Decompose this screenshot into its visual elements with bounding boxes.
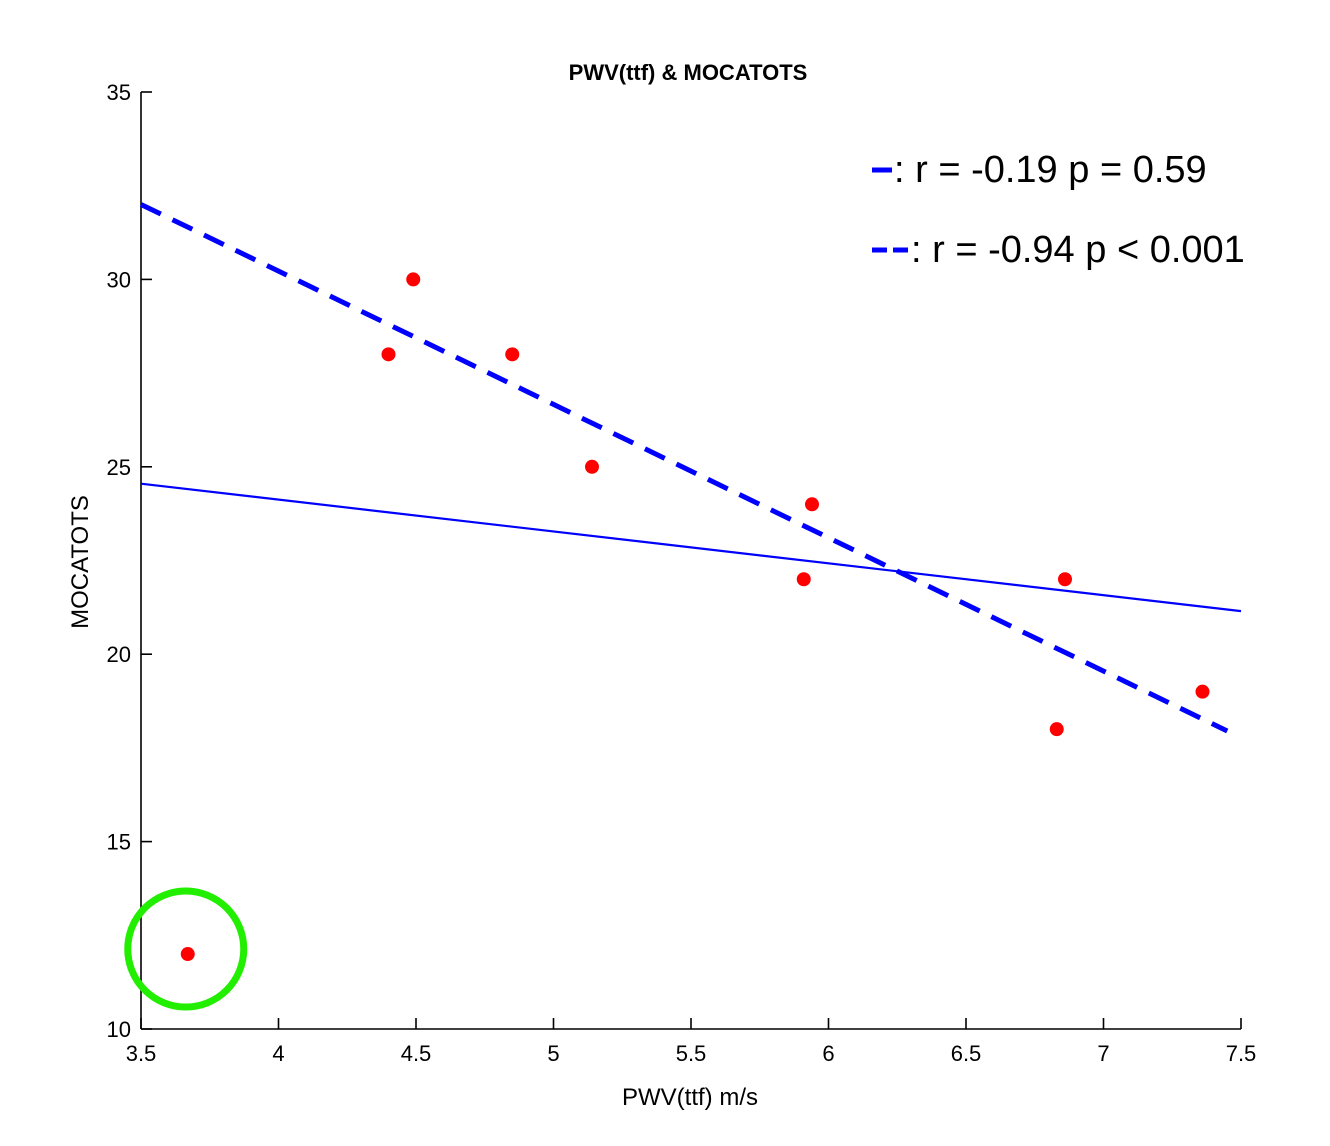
data-point xyxy=(1058,572,1072,587)
y-tick-label: 35 xyxy=(107,80,131,105)
y-axis-title: MOCATOTS xyxy=(67,495,94,629)
legend-label-solid: : r = -0.19 p = 0.59 xyxy=(894,149,1207,191)
x-tick-label: 4.5 xyxy=(401,1041,432,1066)
data-point xyxy=(505,347,520,362)
x-tick-label: 6 xyxy=(822,1041,834,1066)
y-tick-label: 30 xyxy=(107,267,131,292)
y-tick-label: 25 xyxy=(107,455,131,480)
data-point xyxy=(406,272,421,287)
legend-entry-dashed: : r = -0.94 p < 0.001 xyxy=(872,229,1245,271)
y-ticks: 10 15 20 25 30 35 xyxy=(107,80,152,1042)
x-tick-label: 6.5 xyxy=(951,1041,982,1066)
fit-line-dashed xyxy=(139,202,1229,734)
highlight-circle xyxy=(124,887,248,1011)
x-tick-label: 3.5 xyxy=(126,1041,157,1066)
legend: : r = -0.19 p = 0.59 : r = -0.94 p < 0.0… xyxy=(872,149,1245,271)
data-point xyxy=(381,347,396,362)
data-point xyxy=(180,947,195,962)
chart-title: PWV(ttf) & MOCATOTS xyxy=(569,60,808,85)
data-point xyxy=(805,497,819,512)
x-tick-label: 7 xyxy=(1097,1041,1109,1066)
x-tick-label: 4 xyxy=(272,1041,284,1066)
data-point xyxy=(585,459,599,474)
data-point xyxy=(796,572,811,587)
x-axis-title: PWV(ttf) m/s xyxy=(622,1084,758,1111)
x-ticks: 3.5 4 4.5 5 5.5 6 6.5 7 7.5 xyxy=(126,1018,1257,1066)
data-point xyxy=(1195,684,1210,699)
fit-line-solid xyxy=(140,482,1242,613)
y-tick-label: 15 xyxy=(107,830,131,855)
highlight-layer xyxy=(124,887,248,1011)
x-tick-label: 7.5 xyxy=(1226,1041,1257,1066)
data-points xyxy=(180,272,1210,962)
y-tick-label: 20 xyxy=(107,642,131,667)
legend-entry-solid: : r = -0.19 p = 0.59 xyxy=(872,149,1207,191)
legend-label-dashed: : r = -0.94 p < 0.001 xyxy=(911,229,1245,271)
x-tick-label: 5 xyxy=(547,1041,559,1066)
y-tick-label: 10 xyxy=(107,1017,131,1042)
data-point xyxy=(1049,722,1064,737)
x-tick-label: 5.5 xyxy=(676,1041,707,1066)
fit-lines xyxy=(139,202,1242,734)
